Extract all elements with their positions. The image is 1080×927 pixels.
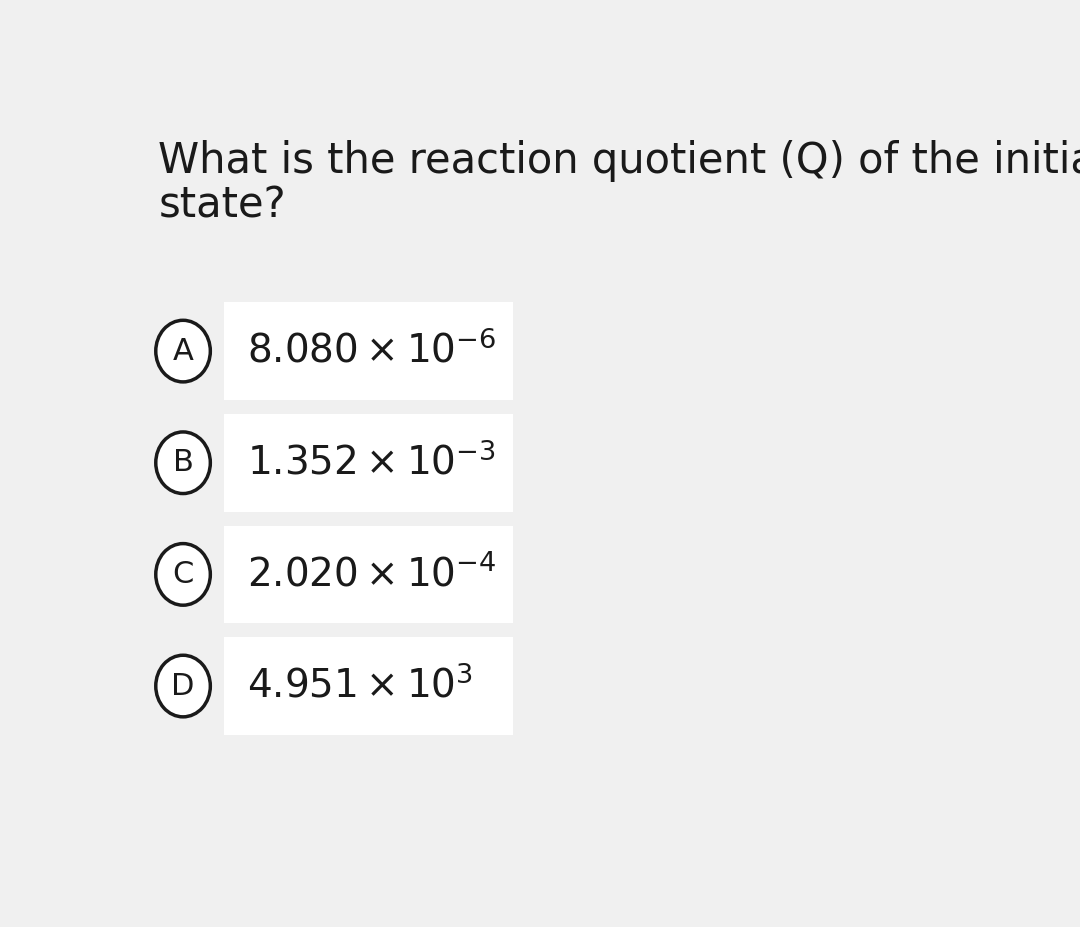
Text: state?: state? [159,184,286,226]
Text: What is the reaction quotient (Q) of the initial: What is the reaction quotient (Q) of the… [159,141,1080,183]
Text: $4.951 \times 10^{3}$: $4.951 \times 10^{3}$ [247,667,473,705]
FancyBboxPatch shape [225,302,513,400]
Ellipse shape [156,655,211,717]
FancyBboxPatch shape [225,637,513,735]
Text: A: A [173,337,193,365]
Text: $8.080 \times 10^{-6}$: $8.080 \times 10^{-6}$ [247,331,497,371]
FancyBboxPatch shape [149,526,958,623]
Text: $2.020 \times 10^{-4}$: $2.020 \times 10^{-4}$ [247,555,497,594]
Ellipse shape [156,432,211,493]
Text: $1.352 \times 10^{-3}$: $1.352 \times 10^{-3}$ [247,443,496,483]
FancyBboxPatch shape [149,637,958,735]
Ellipse shape [156,321,211,382]
FancyBboxPatch shape [149,302,958,400]
Text: B: B [173,449,193,477]
FancyBboxPatch shape [225,526,513,623]
Text: D: D [172,671,194,701]
FancyBboxPatch shape [225,413,513,512]
FancyBboxPatch shape [149,413,958,512]
Text: C: C [173,560,193,589]
Ellipse shape [156,543,211,605]
